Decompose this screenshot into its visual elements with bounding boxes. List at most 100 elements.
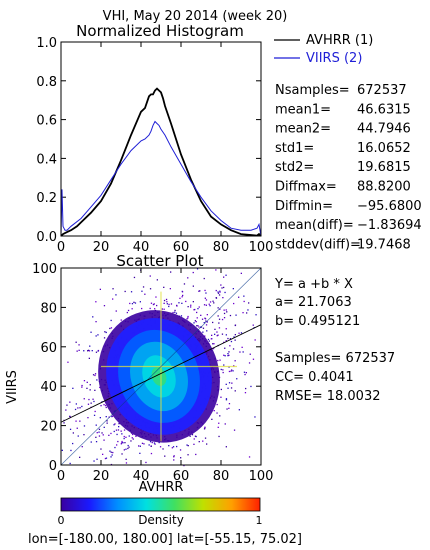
scatter-point bbox=[88, 350, 91, 352]
scatter-point bbox=[241, 346, 243, 348]
scatter-point bbox=[94, 373, 97, 375]
scatter-point bbox=[248, 302, 250, 304]
scatter-point bbox=[110, 319, 112, 322]
scatter-point bbox=[183, 464, 185, 467]
histogram-axes: 0 20 40 60 80 100 0.0 0.2 0.4 0.6 0.8 1.0 bbox=[36, 36, 273, 255]
colorbar-gradient bbox=[60, 497, 261, 512]
scatter-point bbox=[109, 327, 111, 330]
hist-ytick-label: 0.8 bbox=[36, 75, 57, 90]
scatter-point bbox=[193, 309, 195, 311]
scatter-point bbox=[104, 331, 106, 333]
scatter-point bbox=[187, 445, 189, 447]
scatter-xtick-label: 80 bbox=[213, 469, 230, 484]
scatter-point bbox=[172, 311, 174, 314]
scatter-point bbox=[76, 427, 78, 429]
scatter-point bbox=[211, 418, 213, 420]
scatter-point bbox=[120, 430, 122, 432]
histogram-stats: Nsamples= 672537 mean1= 46.6315 mean2= 44.794… bbox=[275, 83, 422, 252]
scatter-point bbox=[193, 443, 195, 445]
scatter-point bbox=[170, 303, 173, 305]
scatter-point bbox=[102, 434, 104, 436]
scatter-point bbox=[231, 382, 233, 384]
scatter-point bbox=[162, 448, 164, 450]
scatter-point bbox=[203, 304, 206, 306]
scatter-point bbox=[252, 324, 254, 326]
scatter-point bbox=[86, 381, 88, 383]
scatter-xlabel: AVHRR bbox=[139, 480, 184, 495]
scatter-point bbox=[93, 414, 96, 416]
scatter-point bbox=[181, 296, 183, 298]
scatter-point bbox=[128, 446, 130, 448]
stat-value: 46.6315 bbox=[357, 102, 411, 117]
scatter-point bbox=[112, 298, 114, 300]
scatter-point bbox=[98, 435, 101, 437]
scatter-ytick-label: 100 bbox=[32, 262, 57, 277]
scatter-point bbox=[198, 290, 200, 292]
scatter-point bbox=[75, 403, 77, 405]
scatter-point bbox=[248, 456, 251, 458]
hist-xtick-label: 80 bbox=[213, 240, 230, 255]
scatter-point bbox=[226, 311, 228, 313]
stat-label: std1= bbox=[275, 141, 314, 156]
scatter-point bbox=[104, 457, 107, 460]
scatter-point bbox=[95, 335, 97, 337]
scatter-point bbox=[121, 433, 123, 435]
scatter-point bbox=[219, 415, 221, 417]
scatter-point bbox=[199, 290, 201, 292]
scatter-point bbox=[154, 308, 156, 310]
scatter-point bbox=[238, 409, 240, 411]
scatter-point bbox=[165, 298, 168, 301]
scatter-point bbox=[243, 295, 245, 297]
scatter-point bbox=[210, 338, 212, 340]
scatter-density bbox=[60, 267, 262, 467]
scatter-point bbox=[223, 309, 225, 311]
reference-line bbox=[60, 267, 262, 466]
scatter-point bbox=[244, 392, 247, 394]
scatter-point bbox=[130, 291, 133, 293]
scatter-point bbox=[100, 448, 102, 450]
scatter-point bbox=[100, 405, 102, 407]
scatter-point bbox=[144, 293, 146, 295]
scatter-point bbox=[149, 288, 152, 290]
scatter-point bbox=[143, 443, 145, 445]
scatter-point bbox=[118, 423, 120, 425]
scatter-point bbox=[181, 291, 184, 293]
scatter-point bbox=[168, 303, 170, 306]
scatter-point bbox=[139, 301, 141, 303]
scatter-point bbox=[168, 445, 170, 447]
scatter-point bbox=[126, 311, 128, 314]
scatter-point bbox=[141, 307, 143, 310]
scatter-point bbox=[95, 424, 97, 426]
scatter-ytick-label: 60 bbox=[40, 341, 57, 356]
scatter-point bbox=[243, 371, 246, 373]
scatter-point bbox=[205, 299, 208, 301]
scatter-point bbox=[114, 423, 116, 425]
scatter-point bbox=[72, 442, 74, 445]
stat-value: 44.7946 bbox=[357, 122, 411, 137]
scatter-point bbox=[87, 350, 89, 352]
scatter-point bbox=[254, 416, 256, 418]
scatter-point bbox=[81, 446, 83, 448]
scatter-point bbox=[183, 283, 186, 285]
scatter-point bbox=[95, 441, 98, 443]
scatter-title: Scatter Plot bbox=[116, 252, 203, 270]
scatter-point bbox=[223, 341, 225, 343]
scatter-point bbox=[127, 309, 130, 312]
scatter-point bbox=[142, 286, 145, 288]
scatter-point bbox=[133, 301, 135, 303]
scatter-point bbox=[69, 428, 72, 430]
scatter-point bbox=[204, 426, 206, 428]
scatter-point bbox=[203, 428, 206, 430]
scatter-point bbox=[149, 441, 152, 443]
scatter-point bbox=[121, 442, 123, 444]
stat-label: mean1= bbox=[275, 102, 331, 117]
scatter-point bbox=[148, 444, 150, 446]
scatter-point bbox=[187, 306, 189, 308]
scatter-point bbox=[138, 445, 140, 447]
scatter-point bbox=[225, 446, 227, 448]
scatter-point bbox=[192, 285, 194, 287]
scatter-point bbox=[99, 386, 101, 389]
scatter-point bbox=[95, 351, 98, 353]
scatter-point bbox=[93, 400, 95, 403]
scatter-xtick-label: 0 bbox=[57, 469, 65, 484]
